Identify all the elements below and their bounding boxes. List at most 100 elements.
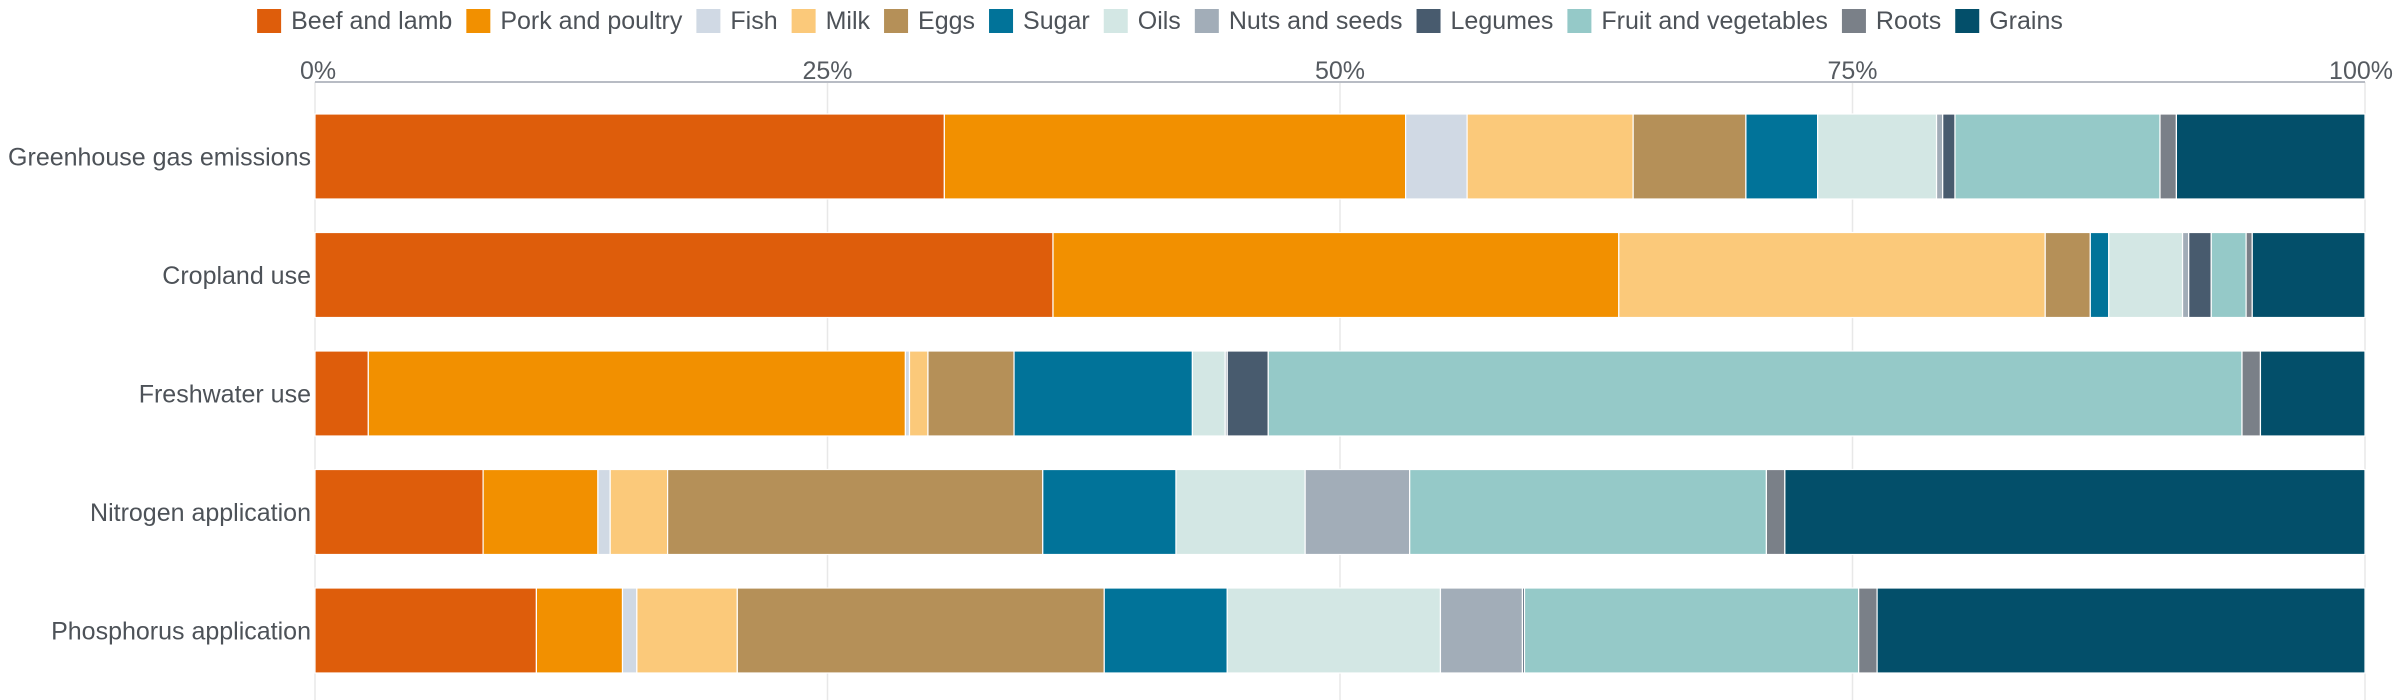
x-tick-label: 25% xyxy=(802,57,852,85)
legend-label: Fish xyxy=(730,7,777,35)
y-axis-categories: Greenhouse gas emissions Cropland use Fres… xyxy=(8,144,311,646)
bar-segment-phosphorus-application-eggs[interactable]: Eggs: 17.9 xyxy=(736,587,1105,674)
legend-item-milk[interactable]: Milk xyxy=(791,7,871,35)
bar-segment-nitrogen-application-oils[interactable]: Oils: 6.3 xyxy=(1175,468,1306,556)
category-label: Nitrogen application xyxy=(90,499,311,527)
bar-segment-nitrogen-application-eggs[interactable]: Eggs: 18.3 xyxy=(666,468,1044,556)
bar-segment-nitrogen-application-beef-and-lamb[interactable]: Beef and lamb: 8.2 xyxy=(314,468,484,556)
bar-segment-cropland-use-grains[interactable]: Grains: 5.5 xyxy=(2251,231,2366,319)
bar-segment-greenhouse-gas-emissions-eggs[interactable]: Eggs: 5.5 xyxy=(1632,113,1747,200)
bar-segment-freshwater-use-fish[interactable]: Fish: 0.2 xyxy=(904,350,911,437)
category-label: Greenhouse gas emissions xyxy=(8,144,311,172)
bar-row-phosphorus-application: Beef and lamb: 10.8Pork and poultry: 4.2… xyxy=(314,587,2366,674)
legend-item-fish[interactable]: Fish xyxy=(696,7,778,35)
bar-segment-nitrogen-application-roots[interactable]: Roots: 0.9 xyxy=(1765,468,1786,556)
legend-label: Grains xyxy=(1989,7,2063,35)
bar-segment-freshwater-use-oils[interactable]: Oils: 1.6 xyxy=(1191,350,1226,437)
bar-segment-greenhouse-gas-emissions-roots[interactable]: Roots: 0.8 xyxy=(2159,113,2177,200)
bar-segment-phosphorus-application-milk[interactable]: Milk: 4.9 xyxy=(636,587,738,674)
bar-segment-phosphorus-application-pork-and-poultry[interactable]: Pork and poultry: 4.2 xyxy=(535,587,624,674)
bar-segment-cropland-use-eggs[interactable]: Eggs: 2.2 xyxy=(2044,231,2091,319)
legend-item-eggs[interactable]: Eggs xyxy=(884,7,975,35)
legend-item-pork-and-poultry[interactable]: Pork and poultry xyxy=(466,7,683,35)
legend-swatch xyxy=(1841,9,1866,33)
x-axis: 0% 25% 50% 75% 100% xyxy=(300,57,2393,85)
legend-swatch xyxy=(989,9,1014,33)
legend-item-legumes[interactable]: Legumes xyxy=(1416,7,1554,35)
bar-row-nitrogen-application: Beef and lamb: 8.2Pork and poultry: 5.6F… xyxy=(314,468,2366,556)
bar-segment-greenhouse-gas-emissions-fish[interactable]: Fish: 3 xyxy=(1404,113,1468,200)
bar-segment-freshwater-use-grains[interactable]: Grains: 5.1 xyxy=(2259,350,2366,437)
bar-segment-cropland-use-milk[interactable]: Milk: 20.8 xyxy=(1618,231,2046,319)
legend-item-beef-and-lamb[interactable]: Beef and lamb xyxy=(257,7,452,35)
category-label: Phosphorus application xyxy=(51,618,311,646)
bar-segment-phosphorus-application-sugar[interactable]: Sugar: 6 xyxy=(1103,587,1228,674)
bar-segment-freshwater-use-eggs[interactable]: Eggs: 4.2 xyxy=(927,350,1015,437)
legend-label: Fruit and vegetables xyxy=(1601,7,1828,35)
bar-segment-freshwater-use-roots[interactable]: Roots: 0.9 xyxy=(2241,350,2262,437)
bar-segment-nitrogen-application-milk[interactable]: Milk: 2.8 xyxy=(609,468,669,556)
bar-segment-greenhouse-gas-emissions-pork-and-poultry[interactable]: Pork and poultry: 22.5 xyxy=(943,113,1407,200)
bar-segment-phosphorus-application-roots[interactable]: Roots: 0.9 xyxy=(1858,587,1878,674)
bar-segment-cropland-use-legumes[interactable]: Legumes: 1.1 xyxy=(2188,231,2212,319)
legend-label: Roots xyxy=(1876,7,1941,35)
legend-swatch xyxy=(257,9,282,33)
bar-segment-phosphorus-application-oils[interactable]: Oils: 10.4 xyxy=(1226,587,1442,674)
bar-segment-phosphorus-application-grains[interactable]: Grains: 23.8 xyxy=(1876,587,2366,674)
bar-segment-cropland-use-sugar[interactable]: Sugar: 0.9 xyxy=(2089,231,2110,319)
legend-label: Sugar xyxy=(1023,7,1090,35)
category-label: Freshwater use xyxy=(139,381,311,409)
legend-item-fruit-and-vegetables[interactable]: Fruit and vegetables xyxy=(1567,7,1828,35)
legend-item-grains[interactable]: Grains xyxy=(1955,7,2063,35)
bar-segment-freshwater-use-sugar[interactable]: Sugar: 8.7 xyxy=(1013,350,1193,437)
legend-label: Milk xyxy=(826,7,871,35)
bar-row-cropland-use: Beef and lamb: 36Pork and poultry: 27.6M… xyxy=(314,231,2366,319)
legend-label: Oils xyxy=(1138,7,1181,35)
bar-segment-greenhouse-gas-emissions-oils[interactable]: Oils: 5.8 xyxy=(1817,113,1938,200)
legend-swatch xyxy=(1103,9,1128,33)
x-tick-label: 100% xyxy=(2329,57,2393,85)
bar-segment-greenhouse-gas-emissions-milk[interactable]: Milk: 8.1 xyxy=(1466,113,1634,200)
bar-segment-phosphorus-application-fish[interactable]: Fish: 0.7 xyxy=(621,587,638,674)
legend-swatch xyxy=(696,9,721,33)
legend: Beef and lamb Pork and poultry Fish Milk Egg… xyxy=(257,7,2063,35)
legend-item-nuts-and-seeds[interactable]: Nuts and seeds xyxy=(1194,7,1403,35)
category-label: Cropland use xyxy=(162,262,311,290)
legend-swatch xyxy=(1416,9,1441,33)
bar-segment-nitrogen-application-pork-and-poultry[interactable]: Pork and poultry: 5.6 xyxy=(482,468,599,556)
bar-segment-cropland-use-pork-and-poultry[interactable]: Pork and poultry: 27.6 xyxy=(1052,231,1620,319)
bar-row-greenhouse-gas-emissions: Beef and lamb: 30.7Pork and poultry: 22.… xyxy=(314,113,2366,200)
bar-segment-freshwater-use-pork-and-poultry[interactable]: Pork and poultry: 26.2 xyxy=(367,350,906,437)
bar-segment-nitrogen-application-fish[interactable]: Fish: 0.6 xyxy=(597,468,611,556)
bar-segment-greenhouse-gas-emissions-fruit-and-vegetables[interactable]: Fruit and vegetables: 10 xyxy=(1954,113,2161,200)
bar-segment-cropland-use-nuts-and-seeds[interactable]: Nuts and seeds: 0.3 xyxy=(2181,231,2190,319)
legend-swatch xyxy=(791,9,816,33)
bar-segment-greenhouse-gas-emissions-grains[interactable]: Grains: 9.2 xyxy=(2175,113,2366,200)
bar-segment-greenhouse-gas-emissions-legumes[interactable]: Legumes: 0.6 xyxy=(1942,113,1956,200)
bar-segment-cropland-use-beef-and-lamb[interactable]: Beef and lamb: 36 xyxy=(314,231,1054,319)
bar-segment-nitrogen-application-nuts-and-seeds[interactable]: Nuts and seeds: 5.1 xyxy=(1304,468,1411,556)
legend-item-sugar[interactable]: Sugar xyxy=(989,7,1090,35)
bar-segment-cropland-use-oils[interactable]: Oils: 3.6 xyxy=(2108,231,2184,319)
bar-segment-greenhouse-gas-emissions-sugar[interactable]: Sugar: 3.5 xyxy=(1745,113,1819,200)
bar-segment-freshwater-use-milk[interactable]: Milk: 0.9 xyxy=(908,350,929,437)
legend-label: Beef and lamb xyxy=(291,7,452,35)
bar-segment-nitrogen-application-grains[interactable]: Grains: 28.3 xyxy=(1784,468,2366,556)
legend-swatch xyxy=(1955,9,1980,33)
bar-segment-greenhouse-gas-emissions-nuts-and-seeds[interactable]: Nuts and seeds: 0.3 xyxy=(1935,113,1944,200)
bar-segment-cropland-use-fruit-and-vegetables[interactable]: Fruit and vegetables: 1.7 xyxy=(2210,231,2247,319)
bar-segment-cropland-use-roots[interactable]: Roots: 0.3 xyxy=(2245,231,2253,319)
legend-item-oils[interactable]: Oils xyxy=(1103,7,1181,35)
bar-segment-phosphorus-application-fruit-and-vegetables[interactable]: Fruit and vegetables: 16.3 xyxy=(1523,587,1860,674)
bar-segment-freshwater-use-fruit-and-vegetables[interactable]: Fruit and vegetables: 47.5 xyxy=(1267,350,2243,437)
bar-segment-greenhouse-gas-emissions-beef-and-lamb[interactable]: Beef and lamb: 30.7 xyxy=(314,113,945,200)
bar-segment-nitrogen-application-sugar[interactable]: Sugar: 6.5 xyxy=(1042,468,1177,556)
bar-segment-freshwater-use-legumes[interactable]: Legumes: 2 xyxy=(1226,350,1269,437)
bar-segment-phosphorus-application-beef-and-lamb[interactable]: Beef and lamb: 10.8 xyxy=(314,587,537,674)
legend-item-roots[interactable]: Roots xyxy=(1841,7,1941,35)
bar-segment-phosphorus-application-nuts-and-seeds[interactable]: Nuts and seeds: 4 xyxy=(1439,587,1524,674)
bar-segment-freshwater-use-beef-and-lamb[interactable]: Beef and lamb: 2.6 xyxy=(314,350,369,437)
bar-segment-nitrogen-application-fruit-and-vegetables[interactable]: Fruit and vegetables: 17.4 xyxy=(1409,468,1767,556)
